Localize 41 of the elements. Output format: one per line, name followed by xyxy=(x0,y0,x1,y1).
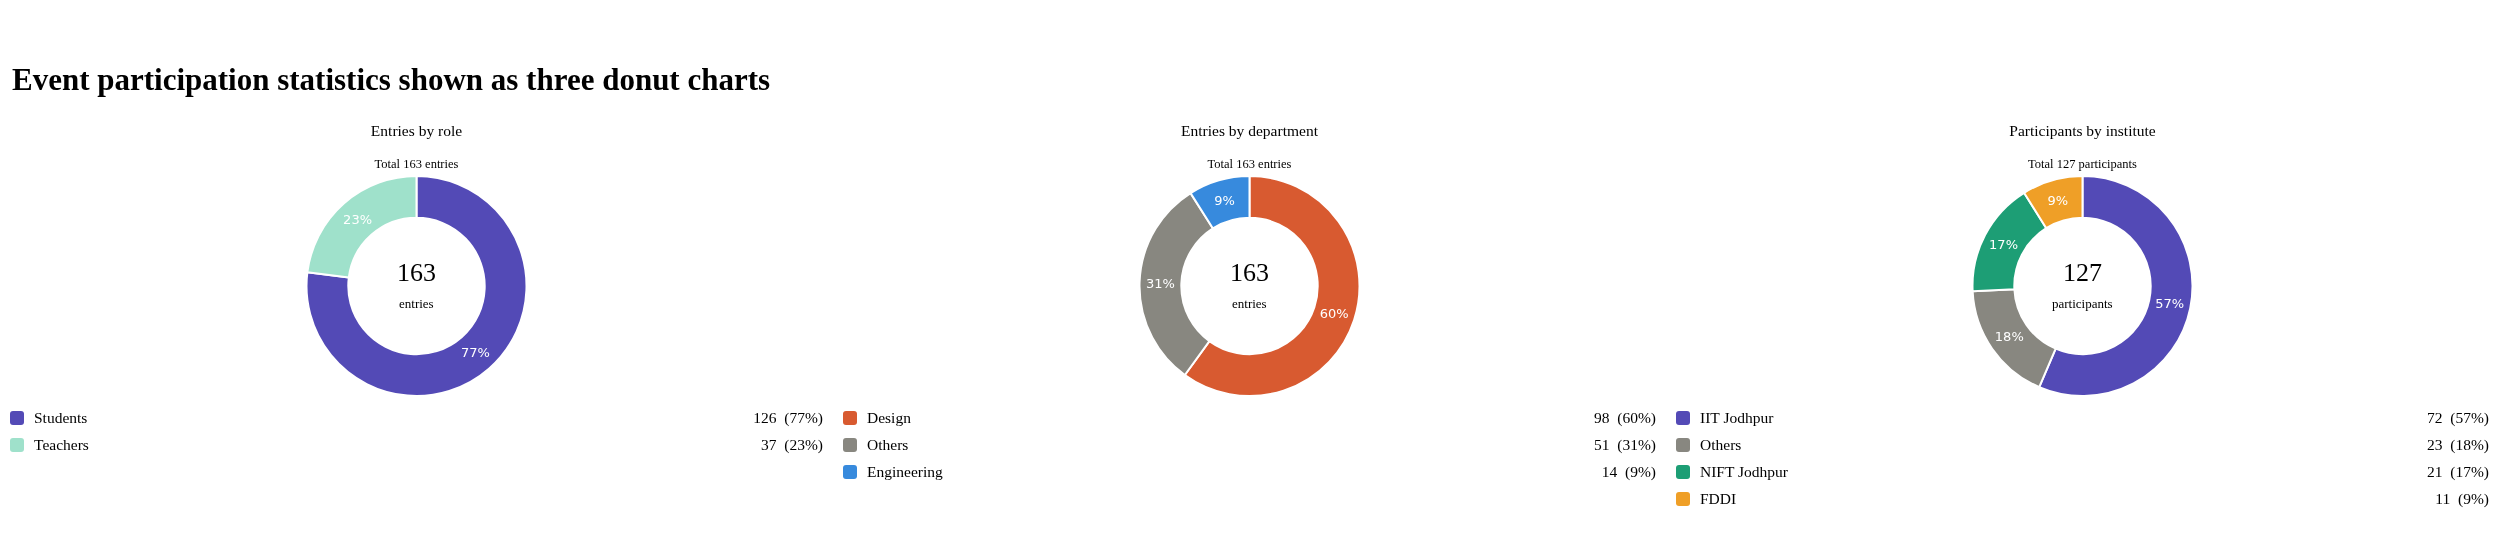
chart-subtitle: Total 127 participants xyxy=(2028,156,2138,171)
text: participants xyxy=(2052,296,2113,311)
legend-label: Teachers xyxy=(34,435,89,455)
legend-label: Students xyxy=(34,408,88,428)
text: 21 (17%) xyxy=(2427,462,2489,482)
text: entries xyxy=(399,296,434,311)
data-label: 23% xyxy=(343,211,373,227)
text: 11 (9%) xyxy=(2435,489,2489,509)
data-label: 60% xyxy=(1319,306,1349,322)
text: 72 (57%) xyxy=(2427,408,2489,428)
text: 163 xyxy=(1230,258,1269,287)
text: 37 (23%) xyxy=(761,435,823,455)
text: 126 (77%) xyxy=(753,408,823,428)
data-label: 57% xyxy=(2155,296,2185,312)
text: 127 xyxy=(2063,258,2102,287)
data-label: 18% xyxy=(1994,329,2024,345)
text: 163 xyxy=(397,258,436,287)
donut-slice xyxy=(305,175,528,397)
text: 98 (60%) xyxy=(1594,408,1656,428)
chart-title: Entries by role xyxy=(370,121,463,139)
text: Event participation statistics shown as three donut charts xyxy=(12,62,771,98)
text: 51 (31%) xyxy=(1594,435,1656,455)
data-label: 9% xyxy=(1214,192,1235,208)
chart-subtitle: Total 163 entries xyxy=(374,156,459,171)
text: 23 (18%) xyxy=(2427,435,2489,455)
chart-subtitle: Total 163 entries xyxy=(1207,156,1292,171)
data-label: 17% xyxy=(1989,237,2019,253)
text: entries xyxy=(1232,296,1267,311)
legend-label: Engineering xyxy=(867,462,943,482)
legend-label: Design xyxy=(867,408,911,428)
data-label: 9% xyxy=(2047,192,2069,208)
legend-label: IIT Jodhpur xyxy=(1700,408,1774,428)
legend-label: NIFT Jodhpur xyxy=(1700,462,1788,482)
chart-title: Entries by department xyxy=(1181,121,1319,139)
legend-label: FDDI xyxy=(1700,489,1737,509)
data-label: 77% xyxy=(460,345,490,361)
legend-label: Others xyxy=(867,435,909,455)
text: 14 (9%) xyxy=(1601,462,1656,482)
chart-title: Participants by institute xyxy=(2009,121,2156,139)
data-label: 31% xyxy=(1145,275,1175,291)
legend-label: Others xyxy=(1700,435,1742,455)
